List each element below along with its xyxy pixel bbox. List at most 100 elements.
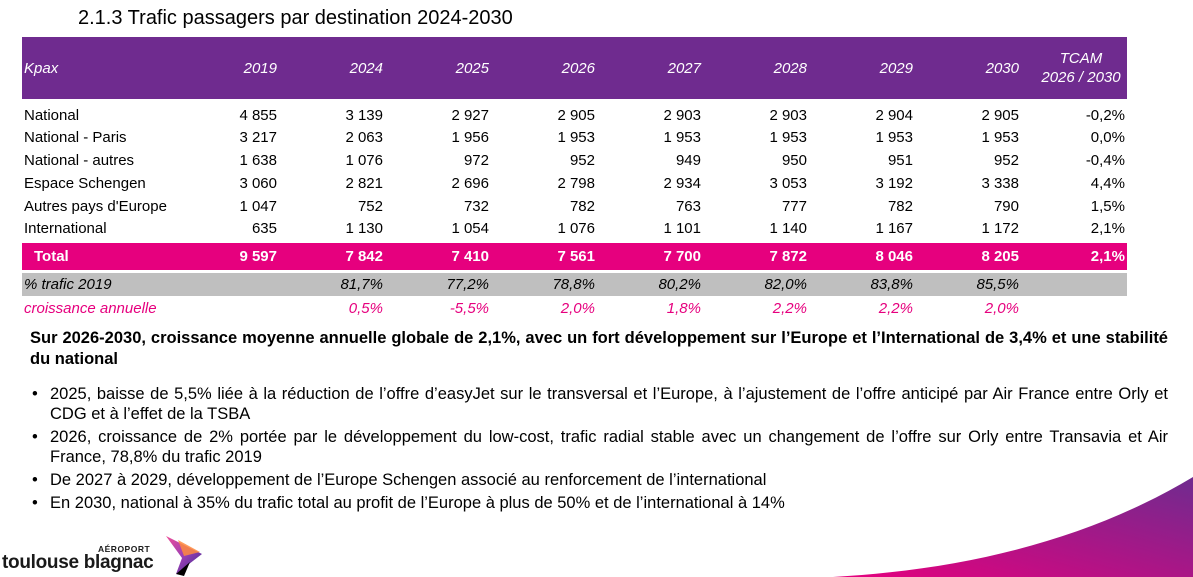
page-title: 2.1.3 Trafic passagers par destination 2… (78, 7, 513, 29)
destination-value: 2 903 (663, 107, 701, 124)
destination-value: 1 047 (239, 198, 277, 215)
total-value: 7 561 (505, 239, 611, 271)
total-value: 9 597 (187, 239, 293, 271)
destination-value: 2 063 (345, 129, 383, 146)
destination-value: 763 (675, 198, 701, 215)
bullet-2030: En 2030, national à 35% du trafic total … (32, 493, 1168, 513)
destination-value: 1 953 (875, 129, 913, 146)
croissance-annuelle-value: 2,2% (772, 299, 807, 317)
destination-tcam: 1,5% (1090, 198, 1125, 215)
destination-row: National 4 855 3 139 2 927 2 905 2 903 2 903 2 … (22, 99, 1127, 126)
total-value: 8 205 (929, 239, 1035, 271)
destination-value: 1 076 (345, 152, 383, 169)
logo-mark-icon (166, 536, 202, 576)
destination-value: 3 217 (239, 129, 277, 146)
destination-label: National - Paris (24, 129, 127, 146)
header-tcam: TCAM 2026 / 2030 (1035, 37, 1127, 99)
destination-value: 3 053 (769, 175, 807, 192)
destination-value: 1 101 (663, 220, 701, 238)
header-2029: 2029 (879, 59, 913, 77)
pct-trafic-2019-value: 81,7% (293, 269, 399, 296)
destination-value: 2 696 (451, 175, 489, 192)
pct-trafic-2019-value: 82,0% (717, 269, 823, 296)
destination-tcam: 0,0% (1090, 129, 1125, 146)
pct-trafic-2019-value: 83,8% (823, 269, 929, 296)
bullet-2025: 2025, baisse de 5,5% liée à la réduction… (32, 384, 1168, 424)
destination-value: 972 (463, 152, 489, 169)
destination-value: 782 (887, 198, 913, 215)
destination-row: Autres pays d'Europe 1 047 752 732 782 763 777… (22, 195, 1127, 218)
total-value: 7 872 (717, 239, 823, 271)
destination-value: 2 905 (981, 107, 1019, 124)
pct-trafic-2019-tcam (1035, 269, 1127, 296)
destination-value: 1 167 (875, 220, 913, 238)
logo-super-text: AÉROPORT (98, 544, 151, 554)
total-value: 7 410 (399, 239, 505, 271)
destination-value: 1 076 (557, 220, 595, 238)
header-2019: 2019 (243, 59, 277, 77)
croissance-annuelle-tcam (1035, 296, 1127, 320)
destination-value: 732 (463, 198, 489, 215)
destination-value: 2 903 (769, 107, 807, 124)
destination-value: 790 (993, 198, 1019, 215)
destination-row: International 635 1 130 1 054 1 076 1 101 1 14… (22, 218, 1127, 241)
destination-value: 1 953 (663, 129, 701, 146)
destination-value: 782 (569, 198, 595, 215)
destination-row: National - autres 1 638 1 076 972 952 949 950 9… (22, 149, 1127, 172)
table-header-row: Kpax 2019 2024 2025 2026 2027 2028 2029 … (22, 37, 1127, 99)
destination-value: 1 054 (451, 220, 489, 238)
header-tcam-line1: TCAM (1059, 50, 1103, 67)
logo-name: toulouse blagnac (2, 552, 154, 573)
destination-value: 2 905 (557, 107, 595, 124)
destination-value: 952 (993, 152, 1019, 169)
destination-value: 635 (251, 220, 277, 238)
destination-label: Espace Schengen (24, 175, 146, 192)
destination-value: 950 (781, 152, 807, 169)
destination-value: 2 927 (451, 107, 489, 124)
croissance-annuelle-value: -5,5% (449, 299, 489, 317)
destination-value: 1 638 (239, 152, 277, 169)
pct-trafic-2019-row: % trafic 2019 81,7% 77,2% 78,8% 80,2% 82,0% 83… (22, 269, 1127, 296)
destination-label: International (24, 220, 107, 238)
croissance-annuelle-value: 1,8% (666, 299, 701, 317)
destination-value: 3 338 (981, 175, 1019, 192)
destination-value: 1 953 (769, 129, 807, 146)
total-value: 8 046 (823, 239, 929, 271)
airport-logo: AÉROPORT toulouse blagnac (2, 532, 212, 577)
destination-value: 1 953 (981, 129, 1019, 146)
destination-tcam: -0,2% (1085, 107, 1125, 124)
destination-value: 2 821 (345, 175, 383, 192)
bullet-2026: 2026, croissance de 2% portée par le dév… (32, 427, 1168, 467)
croissance-annuelle-label: croissance annuelle (24, 299, 157, 317)
pct-trafic-2019-label: % trafic 2019 (22, 269, 187, 296)
header-2027: 2027 (667, 59, 701, 77)
pct-trafic-2019-value: 80,2% (611, 269, 717, 296)
destination-value: 1 172 (981, 220, 1019, 238)
header-2028: 2028 (773, 59, 807, 77)
header-kpax: Kpax (24, 59, 59, 77)
header-2024: 2024 (349, 59, 383, 77)
destination-value: 2 934 (663, 175, 701, 192)
bullet-2027-2029: De 2027 à 2029, développement de l’Europ… (32, 470, 1168, 490)
destination-value: 951 (887, 152, 913, 169)
croissance-annuelle-value: 2,0% (560, 299, 595, 317)
destination-value: 2 798 (557, 175, 595, 192)
destination-value: 1 953 (557, 129, 595, 146)
destination-label: National - autres (24, 152, 135, 169)
destination-tcam: 2,1% (1090, 220, 1125, 238)
destination-value: 1 956 (451, 129, 489, 146)
total-tcam: 2,1% (1035, 239, 1127, 271)
destination-row: National - Paris 3 217 2 063 1 956 1 953 1 95… (22, 126, 1127, 149)
destination-label: National (24, 107, 80, 124)
bullet-list: 2025, baisse de 5,5% liée à la réduction… (32, 384, 1168, 516)
croissance-annuelle-value: 0,5% (348, 299, 383, 317)
pct-trafic-2019-value: 78,8% (505, 269, 611, 296)
destination-value: 1 130 (345, 220, 383, 238)
destination-value: 3 139 (345, 107, 383, 124)
destination-value: 3 060 (239, 175, 277, 192)
destination-value: 1 140 (769, 220, 807, 238)
destination-value: 952 (569, 152, 595, 169)
total-value: 7 842 (293, 239, 399, 271)
pct-trafic-2019-value: 77,2% (399, 269, 505, 296)
croissance-annuelle-value: 2,0% (984, 299, 1019, 317)
